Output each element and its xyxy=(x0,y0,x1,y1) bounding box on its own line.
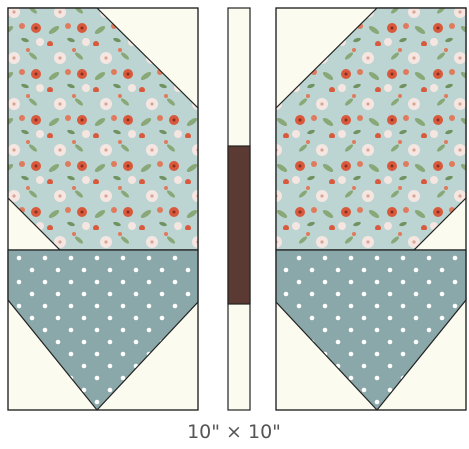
caption: 10" × 10" xyxy=(187,421,281,443)
right-panel xyxy=(275,7,467,411)
left-panel xyxy=(7,7,199,411)
center-strip xyxy=(227,7,251,411)
